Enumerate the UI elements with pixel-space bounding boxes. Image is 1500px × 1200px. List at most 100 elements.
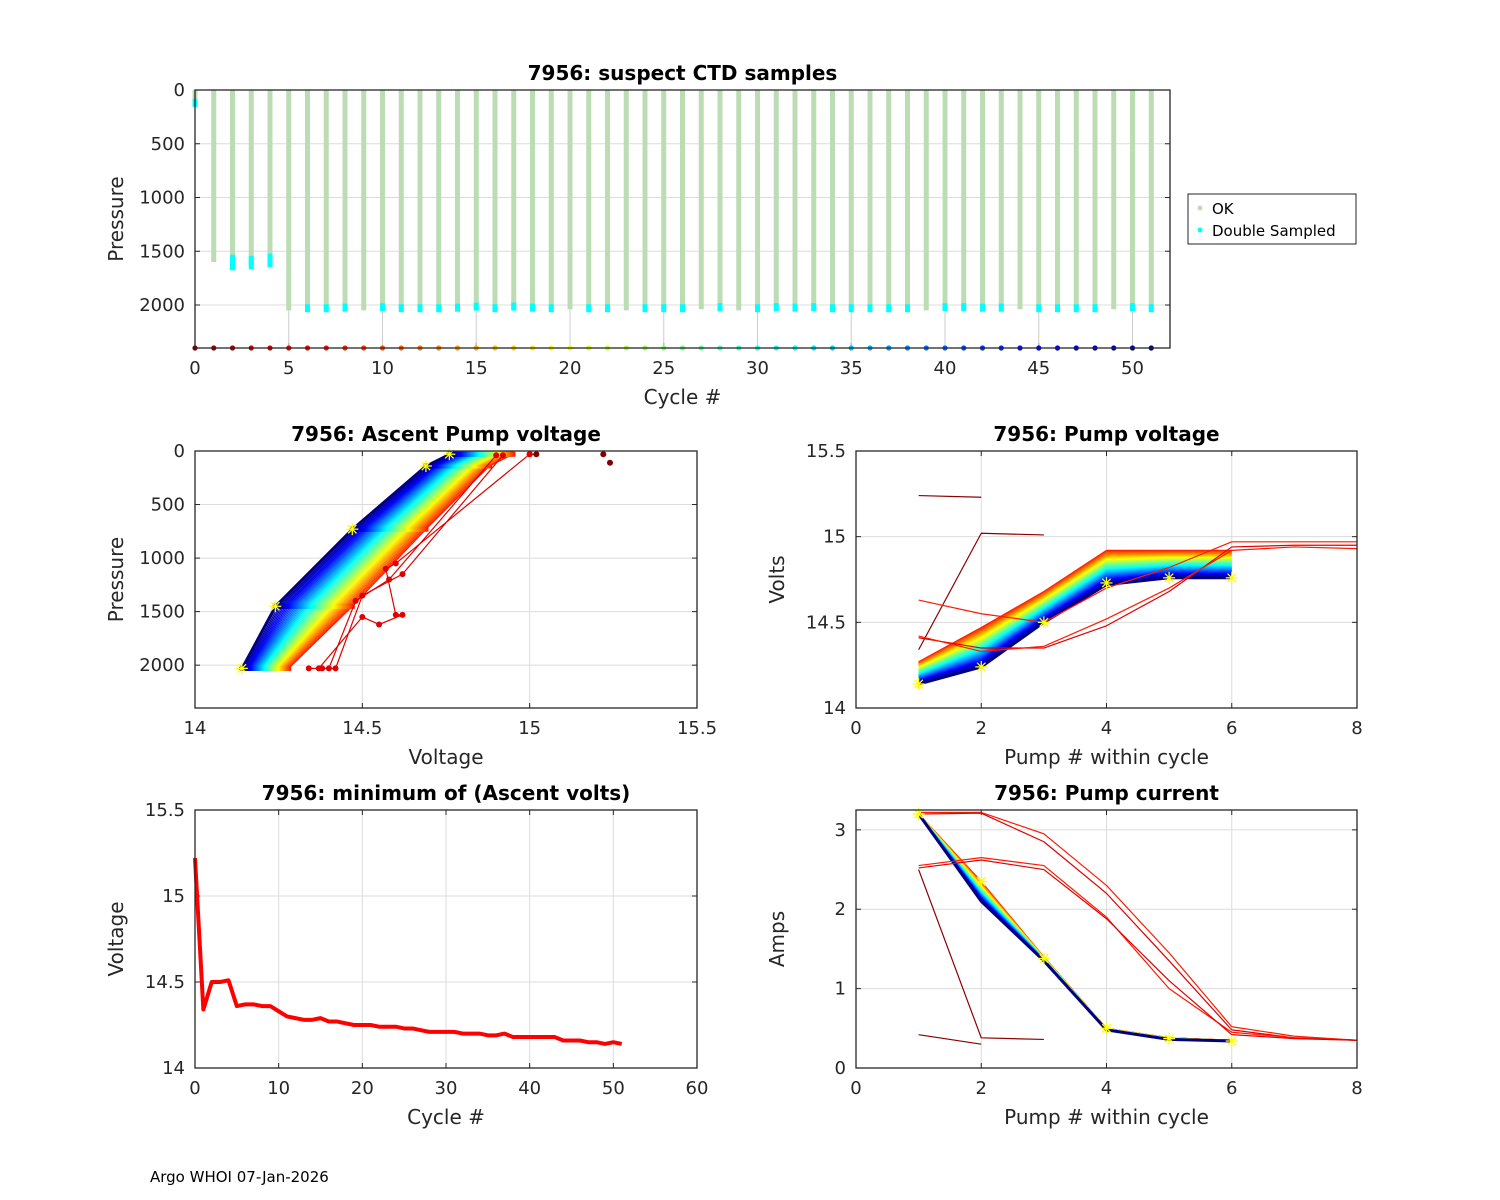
x-tick-label: 15.5 <box>677 718 717 739</box>
y-tick-label: 0 <box>835 1058 846 1079</box>
last-cycle-star-marker <box>346 523 359 536</box>
x-tick-label: 0 <box>850 718 861 739</box>
double-sampled-point <box>1055 304 1060 313</box>
double-sampled-point <box>267 259 273 268</box>
y-axis-label: Voltage <box>104 901 128 976</box>
anomalous-pump-line <box>918 857 1358 1041</box>
x-axis-label: Voltage <box>408 745 483 769</box>
x-tick-label: 10 <box>371 358 394 379</box>
y-tick-label: 1500 <box>139 602 185 623</box>
y-axis-label: Amps <box>765 911 789 967</box>
last-cycle-star-marker <box>235 662 248 675</box>
yellow-star-stroke <box>1227 573 1237 583</box>
double-sampled-point <box>230 262 235 271</box>
double-sampled-point <box>961 303 967 312</box>
yellow-star-stroke <box>1101 1023 1112 1033</box>
x-tick-label: 4 <box>1101 1078 1112 1099</box>
x-tick-label: 30 <box>746 358 769 379</box>
anomalous-pump-line <box>918 546 1358 653</box>
x-tick-label: 0 <box>850 1078 861 1099</box>
double-sampled-point <box>886 304 892 313</box>
anomalous-pump-line <box>918 811 1358 1041</box>
double-sampled-point <box>830 304 835 313</box>
yellow-star-stroke <box>1164 1033 1174 1044</box>
axes-frame <box>855 809 1358 1069</box>
anomalous-profile-point <box>392 611 399 618</box>
x-tick-label: 50 <box>1121 358 1144 379</box>
double-sampled-point <box>680 304 685 313</box>
anomalous-profile-point <box>493 452 500 459</box>
x-tick-label: 60 <box>686 1078 709 1099</box>
last-cycle-star-marker <box>1100 1022 1113 1035</box>
y-tick-label: 1000 <box>139 188 185 209</box>
y-tick-label: 15 <box>823 527 846 548</box>
last-cycle-star-marker <box>269 600 282 613</box>
x-tick-label: 14.5 <box>342 718 382 739</box>
axes-frame <box>194 809 698 1069</box>
x-tick-label: 0 <box>189 1078 200 1099</box>
double-sampled-point <box>942 303 948 312</box>
x-tick-label: 15 <box>518 718 541 739</box>
double-sampled-point <box>455 303 460 312</box>
legend-double-label: Double Sampled <box>1212 222 1336 240</box>
y-tick-label: 0 <box>174 80 185 101</box>
x-tick-label: 40 <box>518 1078 541 1099</box>
x-axis-label: Pump # within cycle <box>1004 1105 1209 1129</box>
double-sampled-point <box>1130 303 1135 312</box>
anomalous-pump-line <box>918 494 982 498</box>
anomalous-profile-point <box>382 565 389 572</box>
x-tick-label: 10 <box>267 1078 290 1099</box>
x-tick-label: 20 <box>351 1078 374 1099</box>
footer-text: Argo WHOI 07-Jan-2026 <box>150 1168 329 1186</box>
min-voltage-line <box>193 858 623 1046</box>
min-ascent-volts-axes: 0 10 20 30 40 50 60 14 14.5 15 15.5 7956: minimum o… <box>104 781 708 1129</box>
double-sampled-point <box>398 304 404 313</box>
y-tick-label: 2000 <box>139 295 185 316</box>
last-cycle-star-marker <box>975 875 988 888</box>
x-tick-label: 6 <box>1226 1078 1237 1099</box>
x-tick-label: 0 <box>189 358 200 379</box>
last-cycle-star-marker <box>1163 1032 1176 1045</box>
pump-voltage-axes: 0 2 4 6 8 14 14.5 15 15.5 7956: Pump voltage Pump … <box>765 422 1363 769</box>
double-sampled-point <box>492 304 498 313</box>
y-tick-label: 500 <box>151 495 185 516</box>
y-tick-label: 1000 <box>139 548 185 569</box>
double-sampled-point <box>605 304 610 313</box>
double-sampled-point <box>473 302 479 311</box>
yellow-star-stroke <box>421 461 431 471</box>
last-cycle-star-marker <box>1100 576 1113 589</box>
x-tick-label: 45 <box>1027 358 1050 379</box>
anomalous-profile-point <box>359 592 366 599</box>
anomalous-profile-point <box>319 665 326 672</box>
x-axis-label: Pump # within cycle <box>1004 745 1209 769</box>
double-sampled-point <box>305 304 310 313</box>
pump-current-axes: 0 2 4 6 8 0 1 2 3 7956: Pump current Pump # within… <box>765 781 1363 1129</box>
x-tick-label: 20 <box>559 358 582 379</box>
anomalous-pump-line <box>918 1034 982 1045</box>
anomalous-profile-point <box>600 451 607 458</box>
yellow-star-stroke <box>1164 573 1174 583</box>
y-tick-label: 1 <box>835 979 846 1000</box>
yellow-star-stroke <box>270 601 280 611</box>
legend-ok-label: OK <box>1212 200 1235 218</box>
double-sampled-point <box>642 304 648 313</box>
y-tick-label: 2 <box>835 899 846 920</box>
double-sampled-point <box>1092 304 1098 313</box>
x-tick-label: 2 <box>976 1078 987 1099</box>
anomalous-profile-point <box>499 452 506 459</box>
last-cycle-star-marker <box>975 660 988 673</box>
y-tick-label: 14.5 <box>145 972 185 993</box>
axes-frame <box>194 89 1171 349</box>
chart-title: 7956: Pump current <box>994 781 1219 805</box>
last-cycle-star-marker <box>1037 952 1050 965</box>
anomalous-pump-line <box>918 544 1357 649</box>
double-sampled-point <box>998 303 1004 312</box>
legend-box <box>1187 193 1357 245</box>
axes-frame <box>855 450 1358 709</box>
anomalous-profile-point <box>399 571 406 578</box>
x-tick-label: 50 <box>602 1078 625 1099</box>
y-tick-label: 1500 <box>139 241 185 262</box>
ascent-pump-voltage-axes: 14 14.5 15 15.5 0 500 1000 1500 2000 7956: Ascent… <box>104 422 717 769</box>
anomalous-profile-point <box>376 621 383 628</box>
last-cycle-star-marker <box>912 678 925 691</box>
